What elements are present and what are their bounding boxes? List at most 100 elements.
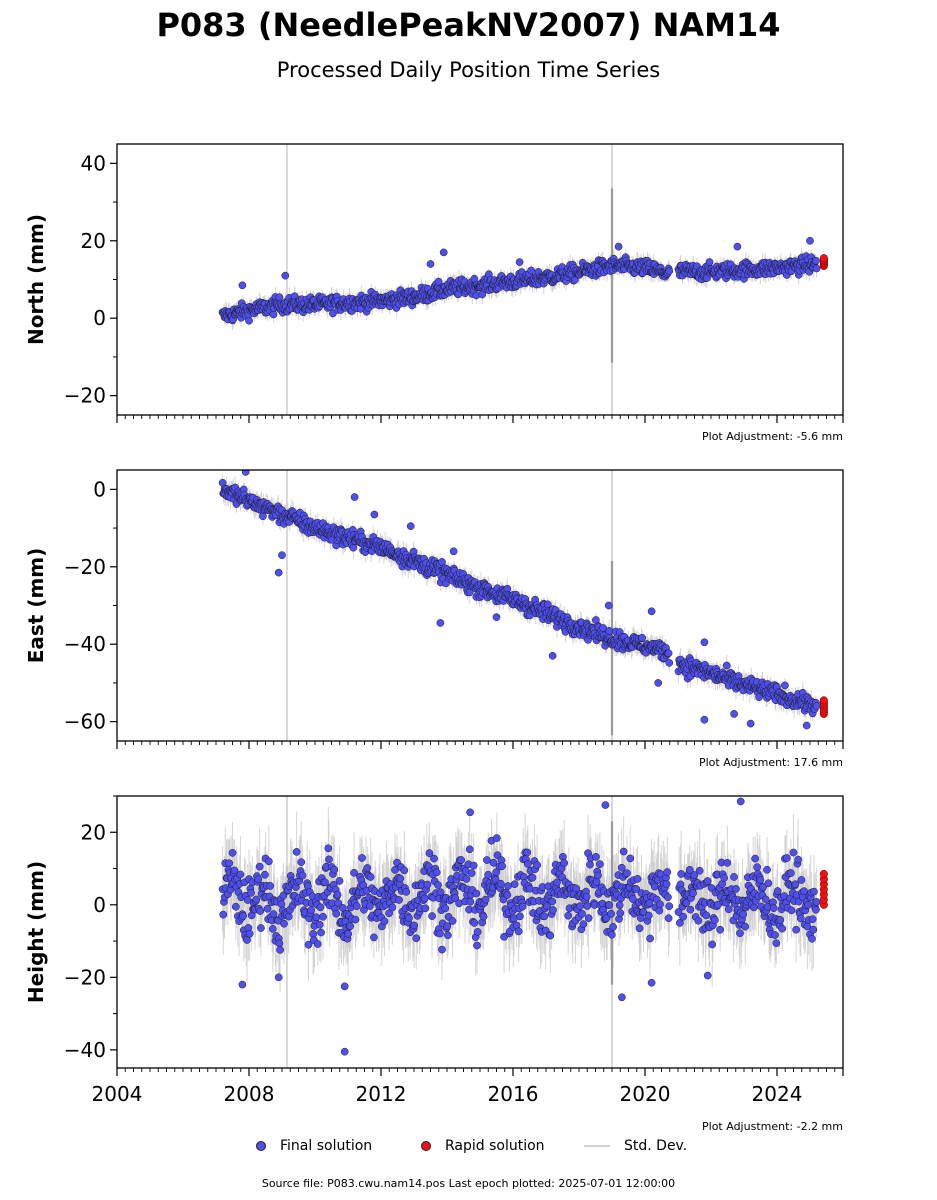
final-point-outlier [604,601,613,610]
final-point [638,633,647,642]
final-point [665,267,674,275]
final-point [722,661,731,670]
final-point [252,895,261,904]
y-tick-label: 20 [81,229,106,253]
final-point [304,940,313,949]
final-point [388,903,397,912]
final-point [812,702,821,710]
final-point-outlier [426,260,435,268]
time-series-chart: −20 0 20 40 North (mm) Plot Adjustment: -5.6 … [24,143,844,1133]
final-point [245,929,254,938]
final-point [312,913,321,922]
plot-area [218,144,828,415]
final-point [269,910,278,918]
final-point-outlier [439,248,448,257]
final-point [351,915,360,924]
final-point [230,866,239,875]
final-point [812,264,821,273]
final-point [380,917,389,926]
final-point [307,906,315,915]
final-point [395,896,403,904]
plot-area [218,796,828,1068]
final-point [261,870,269,879]
final-point-outlier [647,607,656,616]
y-tick-label: 0 [93,477,106,501]
final-point [402,887,411,896]
final-point [313,940,322,948]
final-point [330,865,339,874]
final-point [317,928,325,937]
final-point-outlier [370,510,379,519]
final-point [332,909,341,918]
panel-east: −60 −40 −20 0 East (mm) Plot Adjustment: 17.6… [24,469,844,769]
final-point [292,848,301,856]
plot-area [218,470,828,741]
final-point [329,309,337,318]
final-point [321,878,329,887]
final-point [405,914,413,922]
final-point [385,909,393,918]
final-point [255,862,264,871]
final-point [344,929,352,938]
final-point [438,558,446,566]
final-point-outlier [515,258,524,266]
final-point [400,866,409,875]
final-point-outlier [406,522,415,530]
final-point-outlier [281,271,290,280]
rapid-solution-points [819,696,828,718]
final-point-outlier [548,651,557,660]
final-point [254,875,263,884]
final-point-outlier [700,715,709,724]
y-tick-label: −60 [64,710,106,734]
final-point [239,912,247,920]
final-point [434,277,443,286]
y-tick-label: −40 [64,632,106,656]
final-point [298,871,307,880]
y-axis-label: North (mm) [24,214,48,345]
final-point [346,922,354,930]
final-point-outlier [733,242,742,251]
final-point [259,512,267,521]
final-point [370,933,378,942]
chart-title: P083 (NeedlePeakNV2007) NAM14 [156,6,781,44]
final-point [410,921,419,930]
final-point-outlier [746,719,755,728]
final-point [705,258,714,266]
final-point [256,907,265,915]
final-point [265,857,273,866]
rapid-point [819,696,828,705]
rapid-point [819,254,828,263]
y-tick-label: 0 [93,306,106,330]
final-point [366,873,375,881]
final-point [297,858,306,866]
final-point [247,889,255,897]
final-point [396,874,405,883]
final-point [755,693,763,701]
final-solution-points [218,236,821,325]
final-solution-points [218,797,821,1056]
final-point-outlier [274,568,283,577]
final-point [812,256,820,265]
final-point [325,855,333,864]
plot-adjustment: Plot Adjustment: 17.6 mm [699,756,843,769]
final-point [257,924,265,932]
final-point [225,859,234,868]
final-point [277,900,286,909]
final-point-outlier [241,470,250,476]
final-point-outlier [654,679,663,687]
final-point [316,903,325,912]
final-point [352,902,361,911]
final-point [665,659,674,667]
final-point [335,877,344,885]
y-tick-label: −20 [64,555,106,579]
final-point [219,910,228,919]
final-point [315,920,324,929]
y-tick-label: −20 [64,384,106,408]
final-point [349,543,358,552]
final-solution-points [218,470,821,730]
panel-north: −20 0 20 40 North (mm) Plot Adjustment: -5.6 … [24,143,844,443]
plot-adjustment: Plot Adjustment: -5.6 mm [702,430,843,443]
final-point [363,864,372,872]
chart-subtitle: Processed Daily Position Time Series [276,58,661,82]
